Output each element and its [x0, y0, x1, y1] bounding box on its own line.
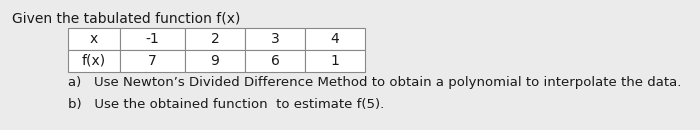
Text: 1: 1	[330, 54, 340, 68]
Bar	[245, 28, 305, 50]
Bar	[185, 28, 245, 50]
Text: 6: 6	[271, 54, 279, 68]
Bar	[120, 50, 185, 72]
Bar	[245, 50, 305, 72]
Text: 9: 9	[211, 54, 219, 68]
Text: -1: -1	[146, 32, 160, 46]
Text: 4: 4	[330, 32, 340, 46]
Text: 2: 2	[211, 32, 219, 46]
Text: x: x	[90, 32, 98, 46]
Bar	[305, 50, 365, 72]
Bar	[68, 50, 120, 72]
Bar	[68, 28, 120, 50]
Text: b)   Use the obtained function  to estimate f(5).: b) Use the obtained function to estimate…	[68, 98, 384, 111]
Text: a)   Use Newton’s Divided Difference Method to obtain a polynomial to interpolat: a) Use Newton’s Divided Difference Metho…	[68, 76, 681, 89]
Text: 7: 7	[148, 54, 157, 68]
Bar	[185, 50, 245, 72]
Text: 3: 3	[271, 32, 279, 46]
Text: Given the tabulated function f(x): Given the tabulated function f(x)	[12, 11, 240, 25]
Bar	[120, 28, 185, 50]
Bar	[305, 28, 365, 50]
Text: f(x): f(x)	[82, 54, 106, 68]
